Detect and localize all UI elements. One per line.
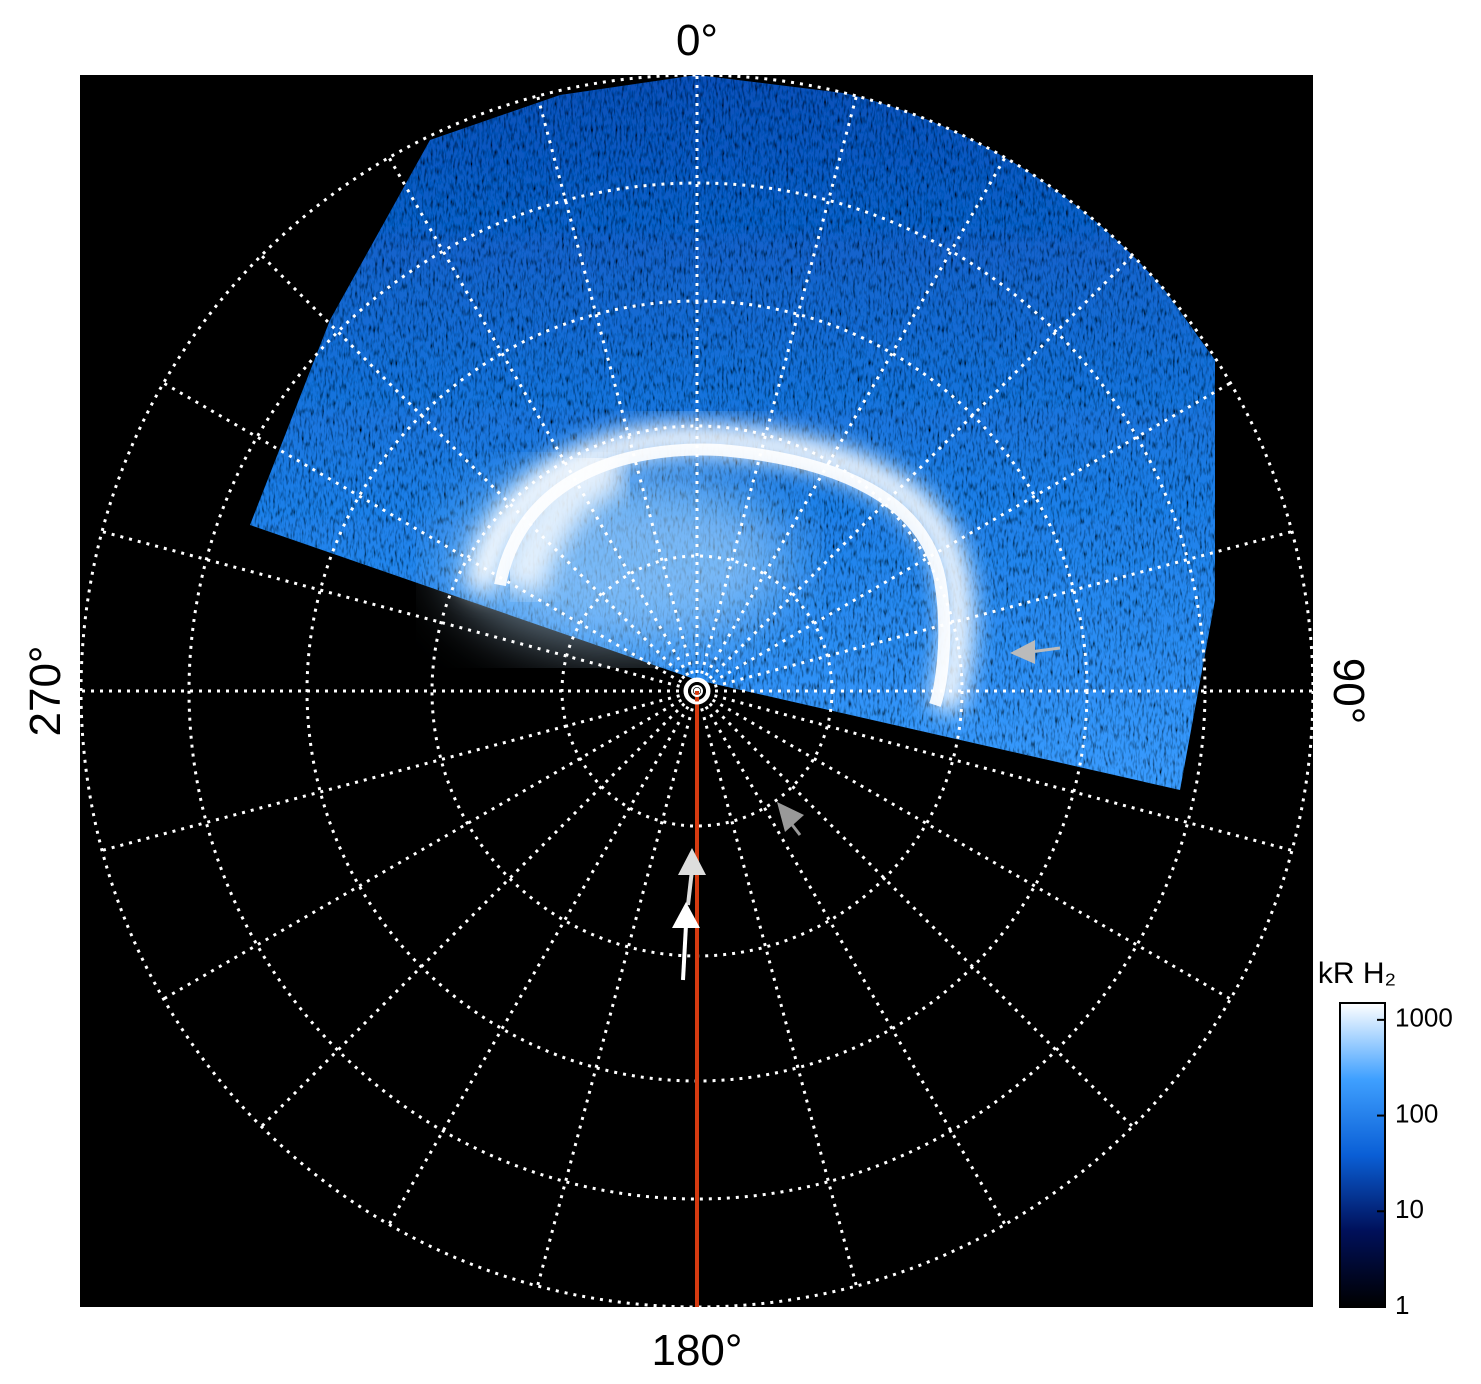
colorbar-scale [1339, 1002, 1386, 1308]
meridian [101, 689, 698, 852]
meridian [696, 689, 1293, 852]
aurora-image [250, 75, 1215, 790]
graticule [79, 73, 1315, 1309]
colorbar-tick-label: 10 [1395, 1194, 1424, 1224]
colorbar-tick-label: 1 [1395, 1290, 1409, 1320]
latitude-circle [79, 73, 1315, 1309]
arrow [686, 869, 694, 906]
arrow [777, 802, 804, 832]
direction-label: 90° [1324, 658, 1373, 725]
colorbar-tick-label: 1000 [1395, 1003, 1453, 1033]
meridian [695, 254, 1134, 693]
direction-label: 0° [676, 16, 718, 65]
meridian [101, 530, 698, 693]
meridian [695, 690, 1007, 1226]
colorbar-title: kR H₂ [1318, 957, 1396, 990]
arrows [672, 640, 1061, 981]
meridian [387, 156, 699, 692]
main-oval [465, 423, 974, 714]
meridian [387, 690, 699, 1226]
arrow [672, 902, 700, 928]
meridian [695, 95, 858, 692]
colorbar: 1 10 100 1000 [1339, 1002, 1453, 1320]
meridian [536, 95, 699, 692]
meridian [696, 381, 1232, 693]
meridian [536, 690, 699, 1287]
meridian [260, 689, 699, 1128]
meridian [260, 254, 699, 693]
colorbar-tick-label: 100 [1395, 1098, 1438, 1128]
arrow [1010, 640, 1035, 664]
meridian [695, 690, 858, 1287]
meridian [162, 689, 698, 1001]
meridian [696, 689, 1232, 1001]
meridian [162, 381, 698, 693]
arrow [681, 924, 688, 981]
pole-marker [691, 685, 703, 697]
direction-label: 270° [21, 645, 70, 736]
latitude-circle [187, 181, 1207, 1201]
meridian [695, 689, 1134, 1128]
arrow [678, 848, 706, 875]
meridian [696, 530, 1293, 693]
meridian [695, 156, 1007, 692]
pole-marker [683, 677, 711, 705]
bright-spot [498, 448, 627, 597]
direction-label: 180° [651, 1326, 742, 1375]
